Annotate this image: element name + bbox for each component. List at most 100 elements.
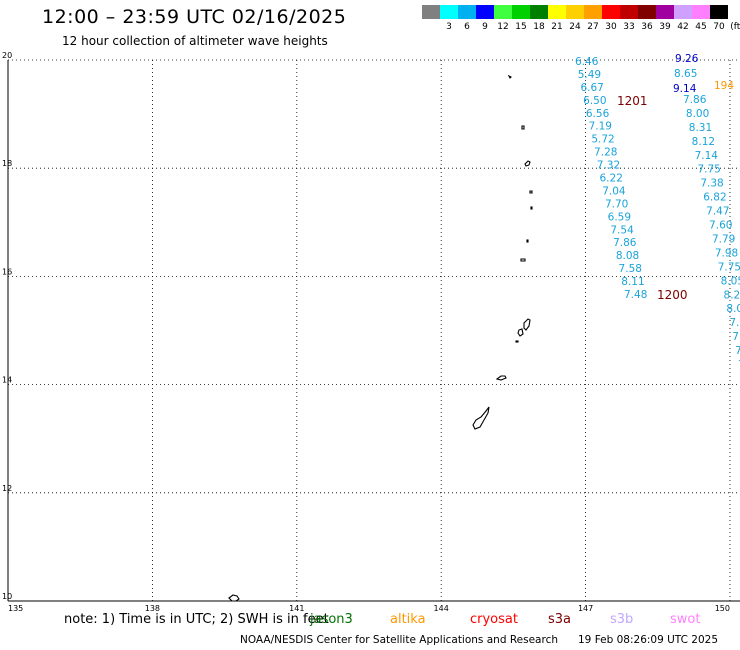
colorbar-swatch [674,5,692,19]
colorbar-label: 6 [464,22,470,32]
wave-height-value: 7.19 [589,121,612,133]
wave-height-value: 8.12 [692,136,715,148]
island-pagan-icon [524,160,531,167]
colorbar-swatch [494,5,512,19]
colorbar-label: 45 [695,22,707,32]
colorbar-swatch [566,5,584,19]
colorbar-swatch [620,5,638,19]
footer-credit: NOAA/NESDIS Center for Satellite Applica… [240,634,558,646]
wave-height-value: 7.14 [695,150,719,162]
track-b-cut-label: 194 [714,80,734,92]
lat-tick-label: 16 [2,267,12,276]
wave-height-value: 9.14 [673,83,697,95]
wave-height-value: 8.29 [724,289,740,301]
colorbar-label: 12 [497,22,509,32]
island-ulithi-icon [228,594,240,602]
island-alamagan-icon [529,190,533,194]
footer-note: note: 1) Time is in UTC; 2) SWH is in fe… [64,612,329,627]
page-title: 12:00 – 23:59 UTC 02/16/2025 [42,6,347,28]
lon-tick-label: 141 [289,604,304,613]
wave-height-value: 7. [729,317,739,329]
island-farallon-icon [507,74,512,79]
colorbar-swatch [710,5,728,19]
colorbar-swatch [458,5,476,19]
wave-height-value: 8.08 [616,250,639,262]
colorbar-unit: (ft) [730,22,740,32]
satellite-legend-s3a: s3a [548,612,572,627]
wave-height-value: 8.0 [726,303,740,315]
wave-height-value: 7.98 [715,247,738,259]
lat-tick-label: 18 [2,159,12,168]
island-guguan-icon [530,206,533,210]
colorbar-swatch [548,5,566,19]
wave-height-value: 7. [732,331,740,343]
island-guam-icon [472,406,490,430]
wave-height-value: 7.48 [624,289,647,301]
map-tick-labels: 135 138 141 144 147 150 20 18 16 14 12 10 [2,51,730,613]
wave-height-value: 8.05 [721,275,740,287]
wave-height-value: 8.11 [621,276,644,288]
wave-height-value: 7.04 [602,185,626,197]
wave-height-value: 7.79 [712,233,735,245]
colorbar-label: 70 [713,22,725,32]
island-sarigan-icon [526,239,529,243]
wave-height-value: 7.75 [697,164,720,176]
island-rota-icon [495,375,507,381]
wave-height-value: 8.00 [686,108,709,120]
wave-height-value: 7.32 [597,160,620,172]
colorbar-swatch [440,5,458,19]
satellite-legend-swot: swot [670,612,701,627]
wave-height-value: 5.49 [578,69,601,81]
colorbar-label: 42 [677,22,689,32]
wave-height-value: 7.47 [706,206,729,218]
wave-height-value: 7.38 [700,178,723,190]
wave-height-value: 6.59 [608,211,631,223]
map-gridlines [8,59,740,601]
wave-height-value: 8.31 [689,122,712,134]
satellite-legend-cryosat: cryosat [470,612,518,627]
lon-tick-label: 144 [434,604,449,613]
lat-tick-label: 12 [2,484,12,493]
island-tinian-icon [517,328,524,337]
wave-height-value: 6.67 [580,82,603,94]
page-subtitle: 12 hour collection of altimeter wave hei… [62,34,328,48]
colorbar-label: 15 [515,22,527,32]
colorbar-swatch [584,5,602,19]
satellite-legend-jason3: jason3 [310,612,353,627]
colorbar-label: 24 [569,22,581,32]
colorbar-swatch [422,5,440,19]
colorbar-swatch [656,5,674,19]
lon-tick-label: 150 [715,604,730,613]
colorbar-label: 3 [446,22,452,32]
wave-height-value: 7.75 [718,261,740,273]
lon-tick-label: 138 [145,604,160,613]
island-aguijan-icon [515,340,519,343]
lat-tick-label: 10 [2,592,12,601]
wave-height-value: 6.46 [575,56,599,68]
colorbar-label: 21 [551,22,563,32]
colorbar-label: 18 [533,22,545,32]
wave-height-value: 7.86 [613,237,637,249]
lat-tick-label: 14 [2,376,12,385]
colorbar-swatch [602,5,620,19]
wave-track-a: 6.465.496.676.506.567.195.727.287.326.22… [575,56,647,301]
wave-height-value: 5.72 [591,134,614,146]
wave-height-value: 7.58 [619,263,642,275]
wave-height-value: 7.54 [610,224,634,236]
island-outlines [228,74,533,602]
wave-height-value: 6.82 [703,192,726,204]
wave-height-value: 7 [735,345,740,357]
colorbar-swatch [530,5,548,19]
colorbar-label: 36 [641,22,653,32]
colorbar-swatch [638,5,656,19]
colorbar-swatch [692,5,710,19]
wave-height-value: 6.22 [600,173,623,185]
island-anatahan-icon [520,258,526,262]
wave-height-value: 7.86 [683,94,707,106]
wave-height-value: 8.65 [674,68,697,80]
colorbar-label: 27 [587,22,599,32]
colorbar-label: 9 [482,22,488,32]
track-a-end-label: 1200 [657,288,688,302]
wave-height-value: 7.60 [709,220,732,232]
